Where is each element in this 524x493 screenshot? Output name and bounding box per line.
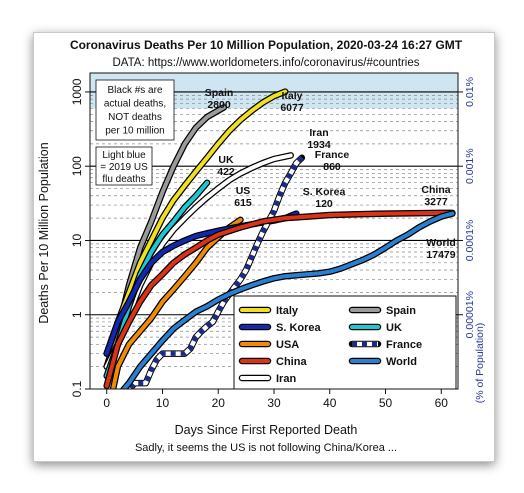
x-tick-label: 30	[267, 396, 281, 410]
actual-deaths-note: Black #s are actual deaths, NOT deaths per …	[95, 79, 175, 141]
note-line: NOT deaths	[108, 112, 162, 123]
legend-item-world: World	[348, 356, 417, 368]
legend-label: Italy	[276, 305, 299, 317]
series-name-label: China	[421, 184, 450, 196]
chart-card: Coronavirus Deaths Per 10 Million Popula…	[33, 32, 495, 462]
y-tick-label: 1	[70, 311, 84, 318]
series-name-label: UK	[218, 154, 234, 166]
series-deaths-label: 17479	[426, 249, 455, 261]
legend-label: S. Korea	[276, 322, 322, 334]
legend-label: France	[386, 339, 422, 351]
series-name-label: Spain	[205, 87, 234, 99]
y-tick-label: 0.1	[70, 380, 84, 397]
chart-title: Coronavirus Deaths Per 10 Million Popula…	[70, 38, 463, 52]
right-axis-label: (% of Population)	[474, 323, 486, 404]
chart-subtitle: DATA: https://www.worldometers.info/coro…	[113, 57, 420, 69]
x-tick-label: 10	[156, 396, 170, 410]
series-name-label: Iran	[309, 127, 328, 139]
series-line-china	[104, 210, 455, 388]
y-tick-label: 100	[70, 156, 84, 176]
chart-legend: Italy Spain S. Korea UK USA France China World I…	[233, 295, 457, 390]
series-deaths-label: 1934	[307, 139, 331, 151]
series-line-iran	[104, 153, 293, 369]
legend-item-s-korea: S. Korea	[238, 322, 322, 334]
x-tick-label: 0	[103, 396, 110, 410]
x-tick-label: 20	[212, 396, 226, 410]
note-line: actual deaths,	[104, 99, 166, 110]
series-line-uk	[104, 180, 210, 378]
flu-note-box	[95, 146, 153, 186]
series-name-label: World	[426, 237, 456, 249]
chart-caption: Sadly, it seems the US is not following …	[135, 442, 397, 454]
series-deaths-label: 6077	[280, 102, 304, 114]
flu-note-line: = 2019 US	[100, 162, 148, 173]
series-line-france	[126, 156, 304, 389]
series-name-label: S. Korea	[303, 186, 346, 198]
legend-item-china: China	[238, 356, 307, 368]
series-deaths-label: 422	[217, 166, 235, 178]
legend-item-iran: Iran	[238, 373, 296, 385]
right-tick-label: 0.00001%	[464, 291, 476, 338]
series-line-world	[121, 211, 455, 389]
series-deaths-label: 2800	[207, 99, 231, 111]
series-deaths-label: 3277	[424, 196, 448, 208]
x-tick-label: 40	[323, 396, 337, 410]
flu-note-line: flu deaths	[102, 174, 145, 185]
note-line: per 10 million	[105, 126, 164, 137]
deaths-per-population-chart: Coronavirus Deaths Per 10 Million Popula…	[37, 38, 486, 454]
note-line: Black #s are	[107, 85, 162, 96]
series-name-label: Italy	[281, 90, 302, 102]
series-lines	[103, 88, 456, 389]
legend-label: World	[386, 356, 417, 368]
legend-item-italy: Italy	[238, 305, 299, 317]
right-tick-label: 0.01%	[464, 77, 476, 107]
legend-label: China	[276, 356, 307, 368]
legend-label: Spain	[386, 305, 416, 317]
x-axis-label: Days Since First Reported Death	[175, 423, 358, 437]
legend-label: Iran	[276, 373, 296, 385]
y-axis-label: Deaths Per 10 Million Population	[37, 142, 51, 323]
legend-item-france: France	[348, 339, 422, 351]
series-name-label: US	[236, 185, 251, 197]
series-line-italy	[104, 89, 288, 356]
series-deaths-label: 615	[234, 197, 252, 209]
right-tick-label: 0.001%	[464, 148, 476, 184]
series-deaths-label: 860	[323, 161, 341, 173]
series-deaths-label: 120	[315, 198, 333, 210]
y-tick-label: 10	[70, 233, 84, 247]
x-tick-label: 50	[379, 396, 393, 410]
series-name-label: France	[315, 149, 350, 161]
note-box	[95, 79, 175, 141]
legend-box	[233, 295, 457, 390]
legend-item-spain: Spain	[348, 305, 416, 317]
legend-item-uk: UK	[348, 322, 402, 334]
flu-note-line: Light blue	[102, 150, 146, 161]
right-tick-label: 0.0001%	[464, 220, 476, 261]
y-tick-label: 1000	[70, 78, 84, 105]
legend-item-usa: USA	[238, 339, 299, 351]
legend-label: USA	[276, 339, 299, 351]
legend-label: UK	[386, 322, 402, 334]
x-tick-label: 60	[435, 396, 449, 410]
